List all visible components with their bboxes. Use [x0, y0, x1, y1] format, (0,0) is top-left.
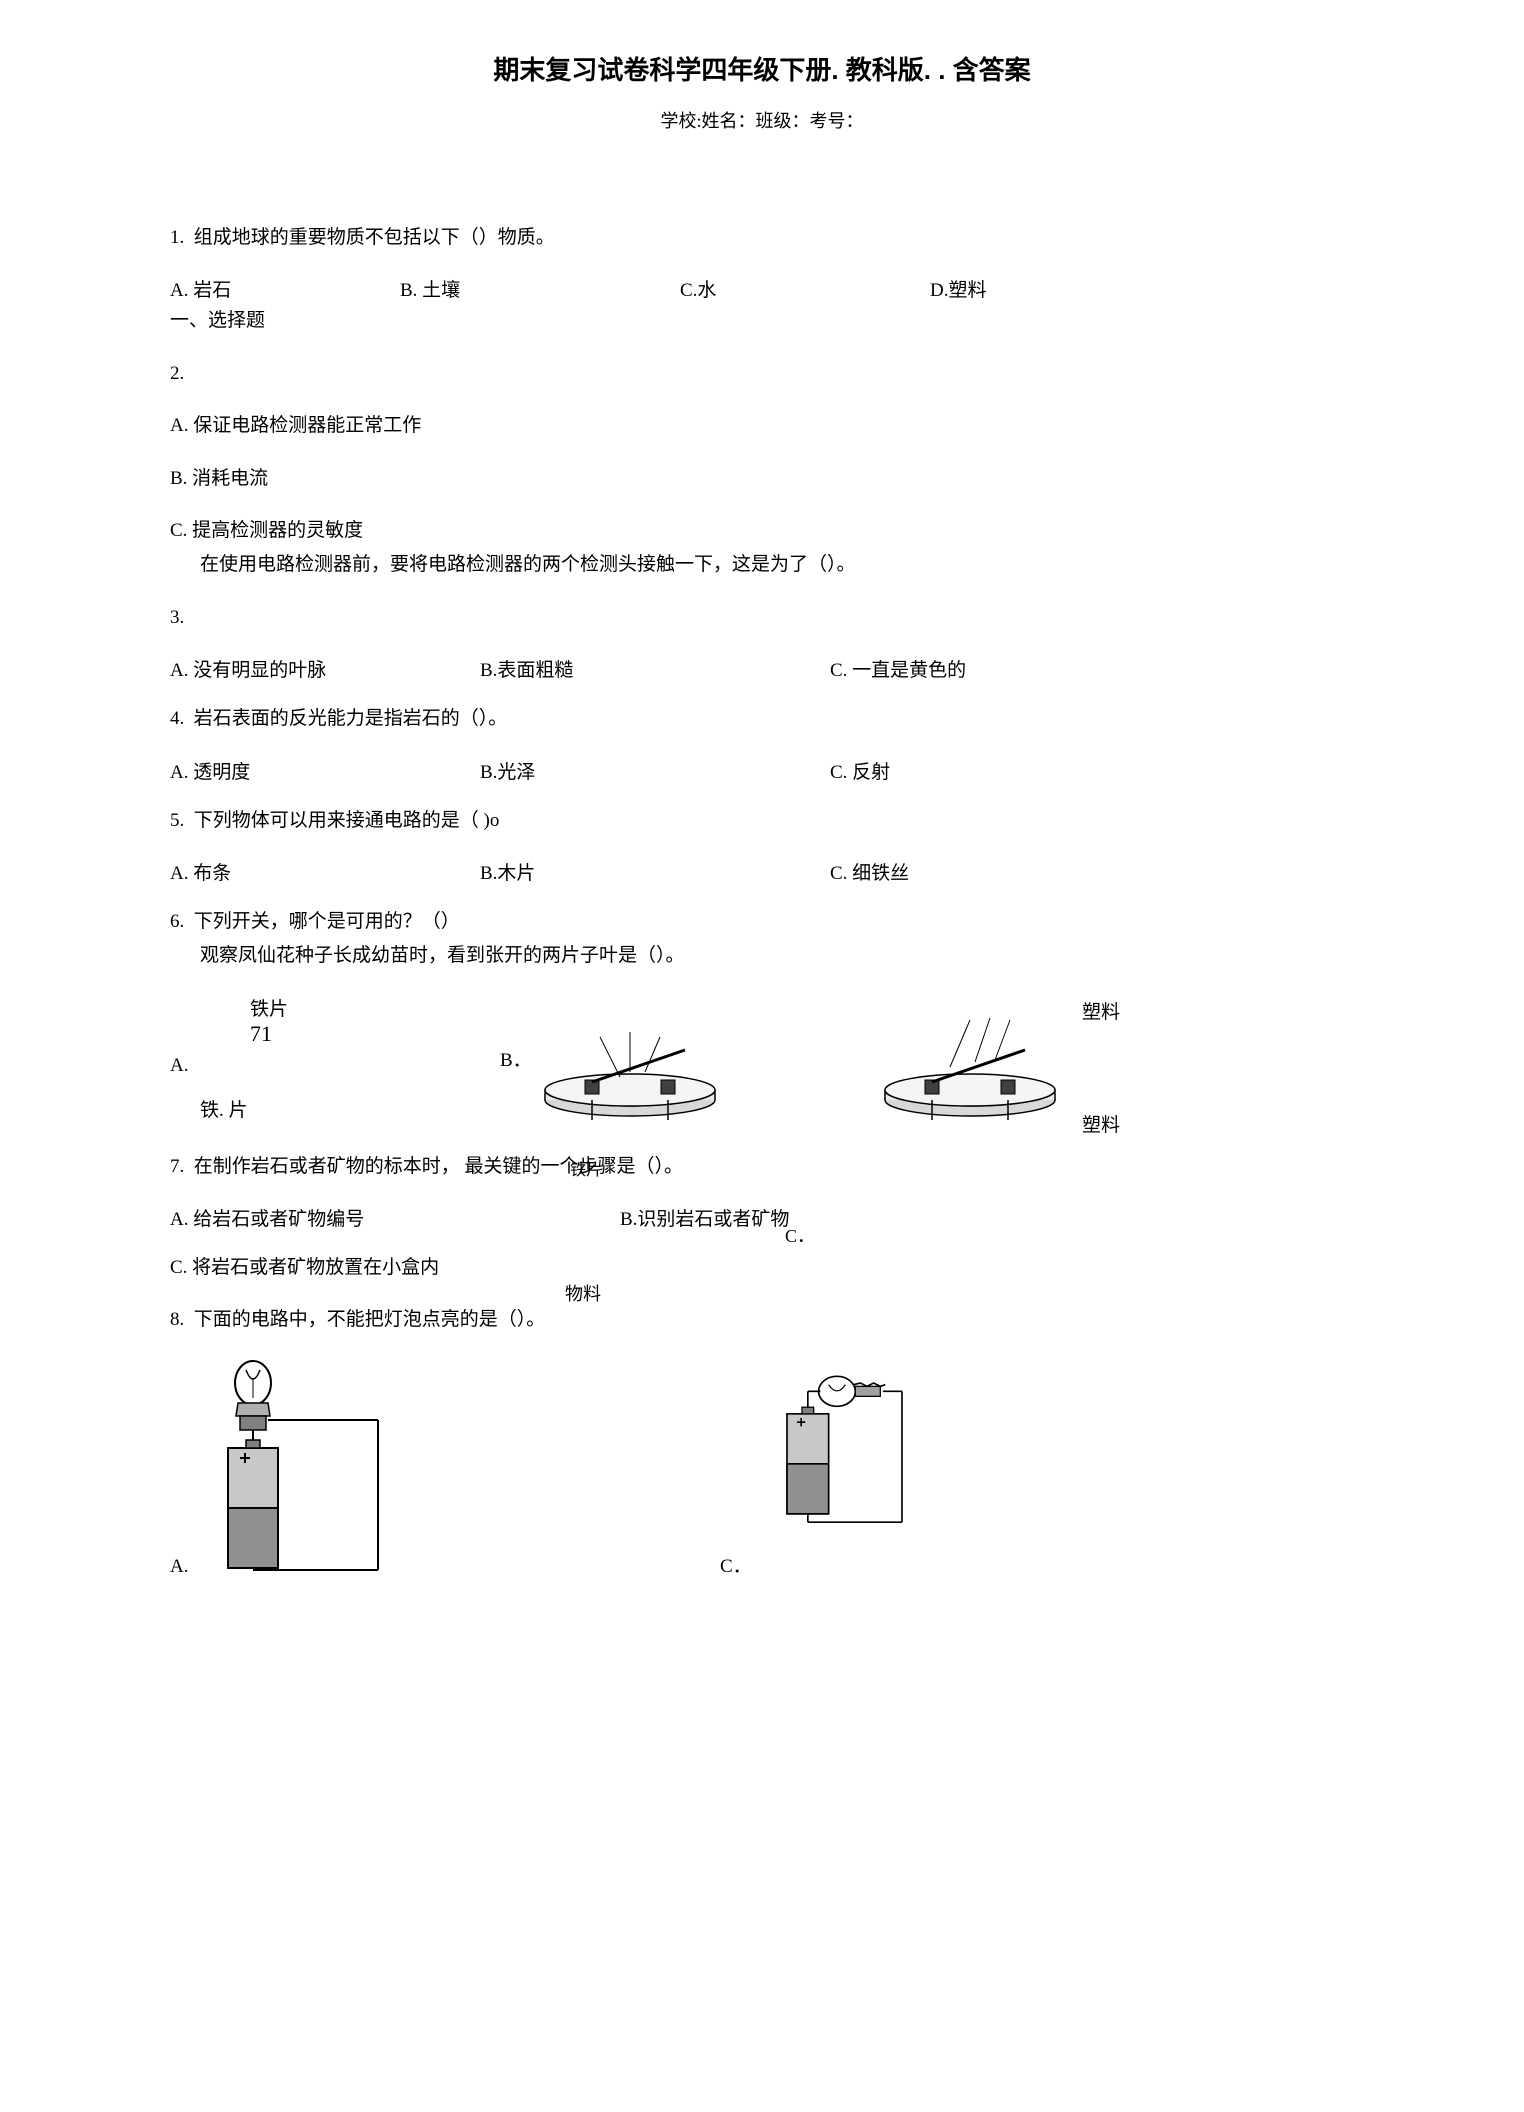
- q4-opt-a: A. 透明度: [170, 757, 480, 784]
- q2-num: 2.: [170, 359, 1354, 389]
- q1-text: 1. 组成地球的重要物质不包括以下（）物质。: [170, 223, 1354, 253]
- q7-text: 7. 在制作岩石或者矿物的标本时， 最关键的一个步骤是（）。 铁片: [170, 1152, 1354, 1182]
- q6-fig-c: 塑料 塑料: [870, 1012, 1150, 1122]
- q5-text: 5. 下列物体可以用来接通电路的是（ )o: [170, 806, 1354, 836]
- q7-options-1: A. 给岩石或者矿物编号 B.识别岩石或者矿物 C．: [170, 1204, 1354, 1231]
- q4-num: 4.: [170, 708, 184, 729]
- q8-label-a: A.: [170, 1556, 188, 1578]
- section-label: 一、选择题: [170, 306, 1354, 336]
- q1-opt-a: A. 岩石: [170, 275, 400, 302]
- q7-opt-b: B.识别岩石或者矿物: [620, 1204, 789, 1231]
- circuit-diagram-c: [762, 1358, 920, 1578]
- q6-label-a: A.: [170, 1055, 530, 1077]
- q6-plastic-bot: 塑料: [1082, 1110, 1120, 1137]
- q3-opt-b: B.表面粗糙: [480, 655, 830, 682]
- q6-num: 6.: [170, 911, 184, 932]
- q2-opt-b: B. 消耗电流: [170, 464, 1354, 494]
- q1-num: 1.: [170, 227, 184, 248]
- q6-tail: 观察凤仙花种子长成幼苗时，看到张开的两片子叶是（）。: [170, 941, 1354, 971]
- q7-opt-a: A. 给岩石或者矿物编号: [170, 1204, 620, 1231]
- q5-opt-c: C. 细铁丝: [830, 858, 1130, 885]
- circuit-diagram-a: [198, 1358, 398, 1578]
- q7-body: 在制作岩石或者矿物的标本时， 最关键的一个步骤是（）。: [194, 1156, 683, 1177]
- q8-num: 8.: [170, 1309, 184, 1330]
- switch-diagram-b: [530, 1012, 730, 1122]
- q6-text: 6. 下列开关，哪个是可用的？（）: [170, 907, 1354, 937]
- q5-opt-b: B.木片: [480, 858, 830, 885]
- q2-tail: 在使用电路检测器前，要将电路检测器的两个检测头接触一下，这是为了（）。: [170, 550, 1354, 580]
- q6-num71: 71: [250, 1021, 530, 1047]
- q1-opt-b: B. 土壤: [400, 275, 680, 302]
- q4-opt-c: C. 反射: [830, 757, 1130, 784]
- q4-text: 4. 岩石表面的反光能力是指岩石的（）。: [170, 704, 1354, 734]
- q8-body: 下面的电路中，不能把灯泡点亮的是（）。: [194, 1309, 546, 1330]
- q7-stray-mid: 铁片: [570, 1158, 602, 1184]
- q2-opt-a: A. 保证电路检测器能正常工作: [170, 411, 1354, 441]
- q4-opt-b: B.光泽: [480, 757, 830, 784]
- q3-num: 3.: [170, 603, 1354, 633]
- q5-body: 下列物体可以用来接通电路的是（ )o: [194, 810, 500, 831]
- q3-opt-a: A. 没有明显的叶脉: [170, 655, 480, 682]
- q5-options: A. 布条 B.木片 C. 细铁丝: [170, 858, 1354, 885]
- q8-fig-c: C．: [720, 1358, 920, 1578]
- page-title: 期末复习试卷科学四年级下册. 教科版. . 含答案: [170, 50, 1354, 87]
- q8-text: 物料 8. 下面的电路中，不能把灯泡点亮的是（）。: [170, 1305, 1354, 1335]
- q6-iron-label: 铁片: [250, 994, 530, 1021]
- q6-fig-b: B．: [530, 1012, 870, 1122]
- q3-opt-c: C. 一直是黄色的: [830, 655, 1130, 682]
- q4-options: A. 透明度 B.光泽 C. 反射: [170, 757, 1354, 784]
- q6-figures: 铁片 71 A. 铁. 片 B． 塑料: [170, 994, 1354, 1122]
- switch-diagram-c: [870, 1012, 1070, 1122]
- q2-opt-c: C. 提高检测器的灵敏度: [170, 516, 1354, 546]
- q7-stray-c: C．: [785, 1222, 815, 1248]
- q1-opt-c: C.水: [680, 275, 930, 302]
- q8-fig-a: A.: [170, 1358, 720, 1578]
- q6-label-b: B．: [500, 1045, 532, 1072]
- q5-opt-a: A. 布条: [170, 858, 480, 885]
- q1-opt-d: D.塑料: [930, 275, 1130, 302]
- q1-options: A. 岩石 B. 土壤 C.水 D.塑料: [170, 275, 1354, 302]
- page-subtitle: 学校:姓名：班级：考号：: [170, 107, 1354, 133]
- q8-figures: A. C．: [170, 1358, 1354, 1578]
- document-page: 期末复习试卷科学四年级下册. 教科版. . 含答案 学校:姓名：班级：考号： 1…: [0, 0, 1524, 1638]
- q4-body: 岩石表面的反光能力是指岩石的（）。: [194, 708, 508, 729]
- q7-num: 7.: [170, 1156, 184, 1177]
- q1-body: 组成地球的重要物质不包括以下（）物质。: [194, 227, 555, 248]
- q6-fig-a: 铁片 71 A. 铁. 片: [170, 994, 530, 1122]
- q8-stray-mat: 物料: [565, 1280, 601, 1309]
- q5-num: 5.: [170, 810, 184, 831]
- q7-opt-c: C. 将岩石或者矿物放置在小盒内: [170, 1253, 1354, 1283]
- q8-label-c: C．: [720, 1551, 752, 1578]
- q6-body: 下列开关，哪个是可用的？（）: [194, 911, 460, 932]
- q6-plastic-top: 塑料: [1082, 997, 1120, 1024]
- q6-iron-dot: 铁. 片: [200, 1095, 530, 1122]
- q3-options: A. 没有明显的叶脉 B.表面粗糙 C. 一直是黄色的: [170, 655, 1354, 682]
